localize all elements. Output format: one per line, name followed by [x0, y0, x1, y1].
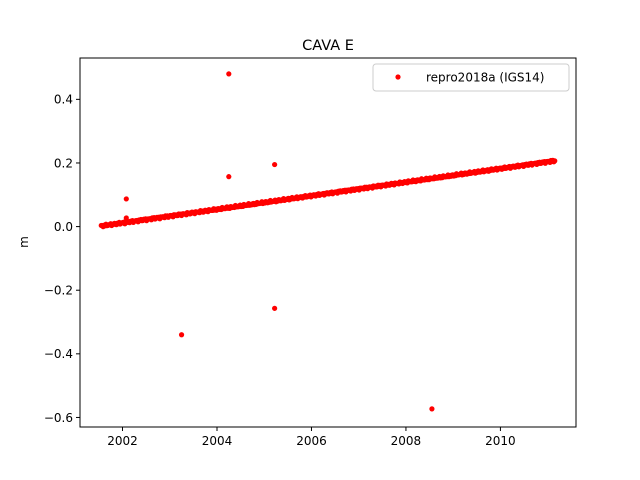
x-tick-label: 2006	[296, 434, 327, 448]
x-tick-label: 2004	[202, 434, 233, 448]
legend-label: repro2018a (IGS14)	[426, 71, 544, 85]
outlier-point	[123, 196, 129, 202]
legend-box	[372, 63, 570, 92]
legend-marker	[395, 74, 401, 80]
y-tick-label: 0.0	[54, 220, 73, 234]
legend: repro2018a (IGS14)	[372, 63, 570, 92]
chart-title: CAVA E	[302, 38, 354, 54]
data-points	[98, 71, 558, 412]
outlier-point	[272, 305, 278, 311]
outlier-point	[272, 161, 278, 168]
y-axis-label: m	[17, 236, 31, 248]
y-axis: −0.6 −0.4 −0.2 0.0 0.2 0.4	[44, 93, 80, 425]
outlier-point	[429, 406, 435, 412]
plot-frame	[79, 57, 577, 428]
y-tick-label: −0.2	[44, 284, 73, 298]
outlier-point	[226, 174, 232, 180]
y-tick-label: 0.2	[54, 156, 73, 170]
outlier-point	[123, 215, 129, 221]
y-tick-label: −0.6	[44, 411, 73, 425]
y-tick-label: −0.4	[44, 347, 73, 361]
x-axis: 2002 2004 2006 2008 2010	[107, 427, 516, 448]
x-tick-label: 2008	[391, 434, 422, 448]
data-point	[552, 158, 558, 164]
x-tick-label: 2002	[107, 434, 138, 448]
outlier-point	[226, 71, 232, 77]
y-tick-label: 0.4	[54, 93, 73, 107]
outlier-point	[178, 332, 185, 338]
x-tick-label: 2010	[485, 434, 516, 448]
